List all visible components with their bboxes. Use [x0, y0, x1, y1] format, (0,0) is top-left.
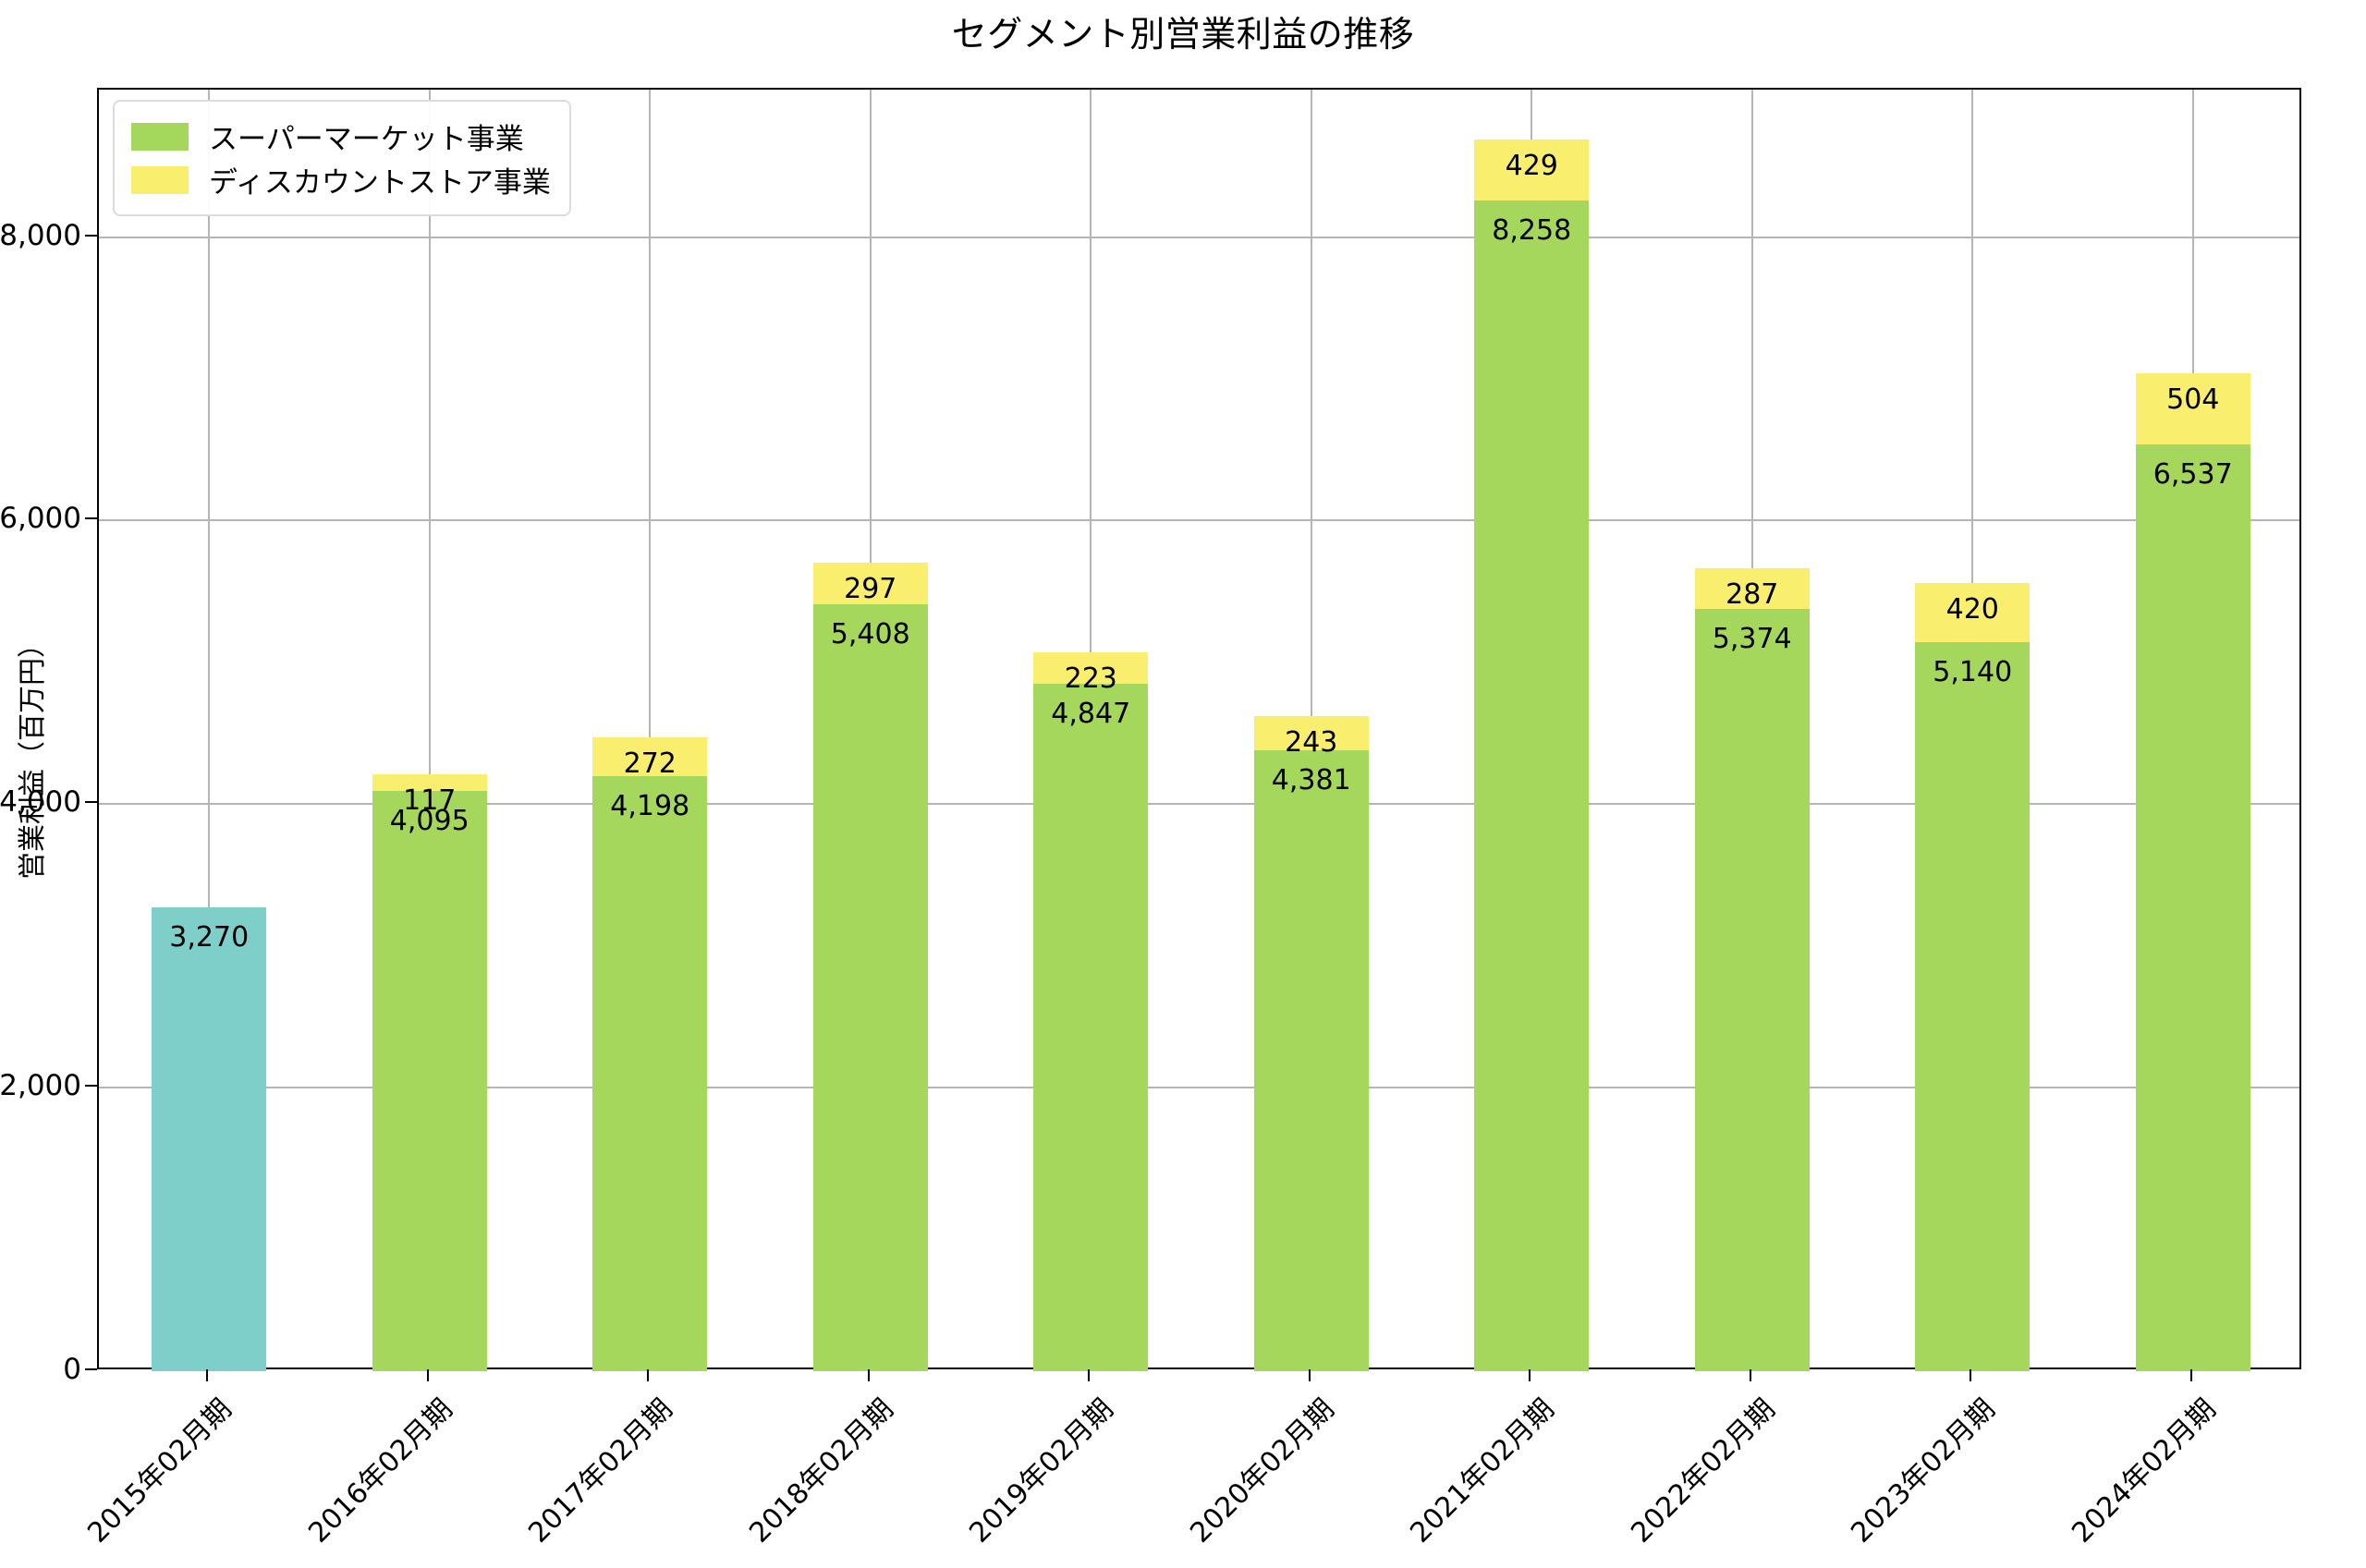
x-axis-tick-mark [1970, 1369, 1972, 1381]
x-axis-tick-label: 2021年02月期 [1404, 1392, 1561, 1550]
legend-swatch-icon [131, 165, 189, 194]
bar-value-label: 4,198 [610, 789, 690, 822]
y-axis-tick-label: 0 [63, 1353, 81, 1386]
x-axis-tick-mark [1749, 1369, 1751, 1381]
x-axis-tick-mark [1529, 1369, 1531, 1381]
bar-segment-supermarket[interactable] [2135, 444, 2250, 1371]
y-axis-tick-mark [85, 234, 97, 237]
x-axis-tick-mark [867, 1369, 870, 1381]
y-axis-tick-label: 6,000 [0, 502, 81, 536]
bar-group[interactable]: 4,095 117 [372, 90, 487, 1371]
bar-segment-supermarket[interactable] [1033, 684, 1149, 1371]
bar-value-label: 6,537 [2153, 458, 2233, 492]
bar-value-label: 297 [844, 572, 897, 605]
x-axis-tick-label: 2018年02月期 [742, 1392, 900, 1550]
bar-segment-discount-store[interactable] [372, 773, 487, 791]
bar-group[interactable]: 5,140 420 [1915, 90, 2031, 1371]
x-axis-tick-label: 2020年02月期 [1183, 1392, 1341, 1550]
bar-segment-supermarket[interactable] [1694, 609, 1810, 1371]
bar-segment-supermarket[interactable] [1253, 749, 1369, 1371]
x-axis-tick-label: 2023年02月期 [1845, 1392, 2002, 1550]
x-axis-tick-label: 2022年02月期 [1624, 1392, 1782, 1550]
x-axis-tick-mark [1308, 1369, 1311, 1381]
x-axis-tick-label: 2016年02月期 [301, 1392, 459, 1550]
bar-group[interactable]: 8,258 429 [1474, 90, 1590, 1371]
bar-segment-discount-store[interactable] [1915, 582, 2031, 643]
chart-legend: スーパーマーケット事業 ディスカウントストア事業 [113, 100, 571, 216]
bar-group[interactable]: 4,198 272 [592, 90, 708, 1371]
bar-segment-discount-store[interactable] [1474, 140, 1590, 201]
bar-group[interactable]: 4,847 223 [1033, 90, 1149, 1371]
gridline-vertical [649, 90, 652, 1367]
bar-value-label: 243 [1285, 725, 1338, 759]
bar-value-label: 4,095 [389, 804, 470, 837]
y-axis-tick-mark [85, 1085, 97, 1088]
bar-value-label: 223 [1064, 662, 1117, 696]
bar-value-label: 429 [1505, 150, 1558, 183]
x-axis-tick-mark [426, 1369, 429, 1381]
bar-segment-discount-store[interactable] [812, 562, 928, 605]
bar-segment-discount-store[interactable] [1694, 568, 1810, 610]
bar-segment-discount-store[interactable] [1253, 715, 1369, 750]
x-axis-tick-label: 2015年02月期 [81, 1392, 238, 1550]
x-axis-tick-mark [647, 1369, 650, 1381]
bar-value-label: 5,408 [830, 618, 910, 651]
legend-swatch-icon [131, 122, 189, 151]
x-axis-tick-label: 2024年02月期 [2065, 1392, 2223, 1550]
bar-segment-supermarket[interactable] [1915, 642, 2031, 1371]
legend-label: スーパーマーケット事業 [209, 123, 524, 156]
bar-segment-supermarket[interactable] [1474, 200, 1590, 1371]
bar-value-label: 4,381 [1271, 763, 1351, 796]
gridline-vertical [208, 90, 211, 1367]
gridline-horizontal [99, 803, 2299, 806]
gridline-horizontal [99, 1087, 2299, 1089]
bar-value-label: 4,847 [1051, 698, 1131, 731]
bar-value-label: 272 [623, 748, 677, 781]
legend-item[interactable]: ディスカウントストア事業 [131, 158, 551, 201]
bar-value-label: 5,140 [1933, 656, 2013, 689]
y-axis-tick-label: 2,000 [0, 1069, 81, 1103]
bar-value-label: 3,270 [169, 921, 250, 954]
gridline-horizontal [99, 519, 2299, 522]
y-axis-tick-mark [85, 517, 97, 520]
legend-label: ディスカウントストア事業 [209, 166, 551, 200]
y-axis-tick-label: 8,000 [0, 218, 81, 252]
bar-segment-supermarket[interactable] [372, 790, 487, 1371]
bar-segment-single[interactable] [152, 907, 267, 1371]
bar-value-label: 5,374 [1712, 623, 1792, 656]
page-title: セグメント別営業利益の推移 [951, 14, 1415, 55]
x-axis-tick-mark [2189, 1369, 2192, 1381]
bar-value-label: 287 [1726, 578, 1779, 612]
x-axis-tick-label: 2017年02月期 [522, 1392, 679, 1550]
bar-segment-discount-store[interactable] [2135, 372, 2250, 445]
x-axis-tick-label: 2019年02月期 [963, 1392, 1120, 1550]
gridline-horizontal [99, 236, 2299, 238]
y-axis-label: 営業利益（百万円） [17, 630, 49, 880]
bar-group[interactable]: 4,381 243 [1253, 90, 1369, 1371]
bar-segment-discount-store[interactable] [592, 737, 708, 776]
bar-value-label: 8,258 [1492, 213, 1572, 247]
gridline-vertical [428, 90, 431, 1367]
plot-area: 3,270 4,095 117 4,198 272 5,408 297 4,847 223 4,3… [97, 88, 2301, 1371]
bar-value-label: 504 [2166, 383, 2220, 416]
bar-segment-supermarket[interactable] [812, 604, 928, 1371]
bar-group[interactable]: 3,270 [152, 90, 267, 1371]
x-axis-tick-mark [206, 1369, 209, 1381]
bar-segment-supermarket[interactable] [592, 775, 708, 1371]
x-axis-tick-mark [1088, 1369, 1091, 1381]
bar-group[interactable]: 5,408 297 [812, 90, 928, 1371]
bar-value-label: 117 [403, 784, 457, 817]
y-axis-tick-mark [85, 801, 97, 804]
bar-group[interactable]: 5,374 287 [1694, 90, 1810, 1371]
y-axis-tick-label: 4,000 [0, 785, 81, 820]
bar-group[interactable]: 6,537 504 [2135, 90, 2250, 1371]
bar-segment-discount-store[interactable] [1033, 652, 1149, 685]
y-axis-tick-mark [85, 1368, 97, 1370]
legend-item[interactable]: スーパーマーケット事業 [131, 115, 551, 158]
bar-value-label: 420 [1945, 592, 1999, 626]
